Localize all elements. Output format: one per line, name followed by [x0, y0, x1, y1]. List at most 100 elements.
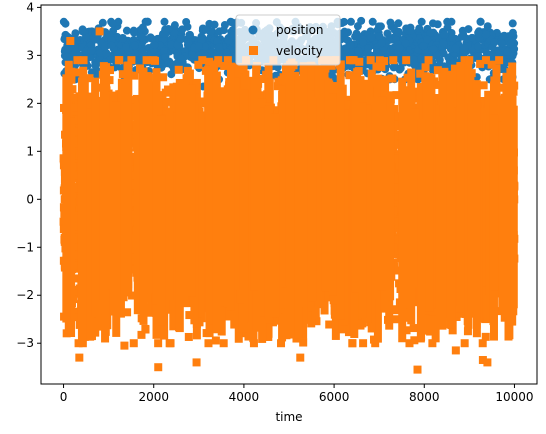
- velocity-point: [391, 223, 400, 232]
- position-point: [457, 32, 466, 41]
- position-point: [85, 53, 94, 62]
- velocity-point: [390, 105, 399, 114]
- position-point: [383, 29, 392, 38]
- velocity-point: [421, 63, 430, 72]
- position-point: [429, 45, 438, 54]
- velocity-point: [460, 339, 469, 348]
- position-point: [460, 43, 469, 52]
- position-point: [394, 19, 403, 28]
- velocity-point: [71, 167, 80, 175]
- velocity-point: [185, 311, 194, 320]
- position-point: [108, 19, 117, 28]
- position-point: [410, 60, 419, 69]
- velocity-point: [476, 59, 485, 68]
- velocity-point: [312, 317, 321, 326]
- position-point: [341, 45, 350, 54]
- position-point: [118, 34, 127, 43]
- position-point: [176, 35, 185, 44]
- velocity-point: [481, 332, 490, 341]
- velocity-point: [205, 57, 214, 66]
- position-point: [464, 25, 473, 34]
- position-point: [475, 29, 484, 38]
- velocity-point: [483, 314, 492, 323]
- position-point: [377, 39, 386, 48]
- position-point: [426, 29, 435, 38]
- velocity-point: [249, 339, 258, 348]
- velocity-point: [184, 332, 193, 341]
- position-point: [508, 28, 517, 37]
- position-point: [476, 17, 485, 26]
- velocity-point: [257, 75, 266, 84]
- velocity-point: [375, 56, 384, 65]
- position-point: [474, 42, 483, 51]
- velocity-point: [344, 328, 353, 337]
- velocity-point: [277, 339, 286, 348]
- position-point: [389, 63, 398, 72]
- position-point: [78, 27, 87, 36]
- velocity-point: [380, 57, 389, 66]
- position-point: [161, 26, 170, 35]
- velocity-point: [72, 68, 81, 77]
- position-point: [367, 33, 376, 42]
- position-point: [451, 44, 460, 53]
- series-velocity: [59, 27, 519, 374]
- position-point: [346, 17, 355, 26]
- velocity-point: [198, 56, 207, 65]
- position-point: [490, 38, 499, 47]
- position-point: [375, 32, 384, 41]
- position-point: [440, 30, 449, 39]
- position-point: [129, 28, 138, 37]
- position-point: [183, 22, 192, 31]
- position-point: [138, 47, 147, 56]
- position-point: [170, 28, 179, 37]
- position-point: [394, 29, 403, 38]
- velocity-point: [74, 339, 83, 348]
- position-point: [122, 26, 131, 35]
- position-point: [224, 36, 233, 45]
- velocity-point: [129, 339, 138, 348]
- position-point: [339, 29, 348, 38]
- velocity-point: [159, 73, 168, 82]
- position-point: [357, 16, 366, 25]
- position-point: [91, 60, 100, 69]
- velocity-point: [127, 56, 136, 65]
- position-point: [481, 30, 490, 39]
- velocity-point: [402, 56, 411, 65]
- position-point: [201, 25, 210, 34]
- position-point: [147, 34, 156, 43]
- position-point: [346, 40, 355, 49]
- position-point: [185, 30, 194, 39]
- position-point: [213, 37, 222, 46]
- position-point: [419, 42, 428, 51]
- position-point: [219, 26, 228, 35]
- position-point: [177, 54, 186, 63]
- position-point: [210, 20, 219, 29]
- position-point: [447, 17, 456, 26]
- position-point: [510, 45, 519, 54]
- position-point: [138, 23, 147, 32]
- velocity-point: [141, 324, 150, 333]
- position-point: [364, 44, 373, 53]
- velocity-point: [85, 74, 94, 83]
- position-point: [130, 41, 139, 50]
- velocity-point: [273, 82, 282, 91]
- velocity-point: [481, 56, 490, 65]
- velocity-point: [71, 247, 80, 256]
- position-point: [167, 70, 176, 79]
- velocity-point: [336, 60, 345, 69]
- position-point: [71, 29, 80, 38]
- velocity-point: [424, 56, 433, 65]
- position-point: [376, 22, 385, 31]
- position-point: [102, 49, 111, 58]
- position-point: [59, 17, 68, 26]
- series-layer: [59, 16, 519, 374]
- position-point: [215, 49, 224, 58]
- position-point: [386, 18, 395, 27]
- velocity-point: [366, 56, 375, 65]
- velocity-point: [327, 61, 336, 70]
- position-point: [107, 41, 116, 50]
- position-point: [159, 46, 168, 55]
- position-point: [498, 32, 507, 41]
- velocity-point: [465, 56, 474, 65]
